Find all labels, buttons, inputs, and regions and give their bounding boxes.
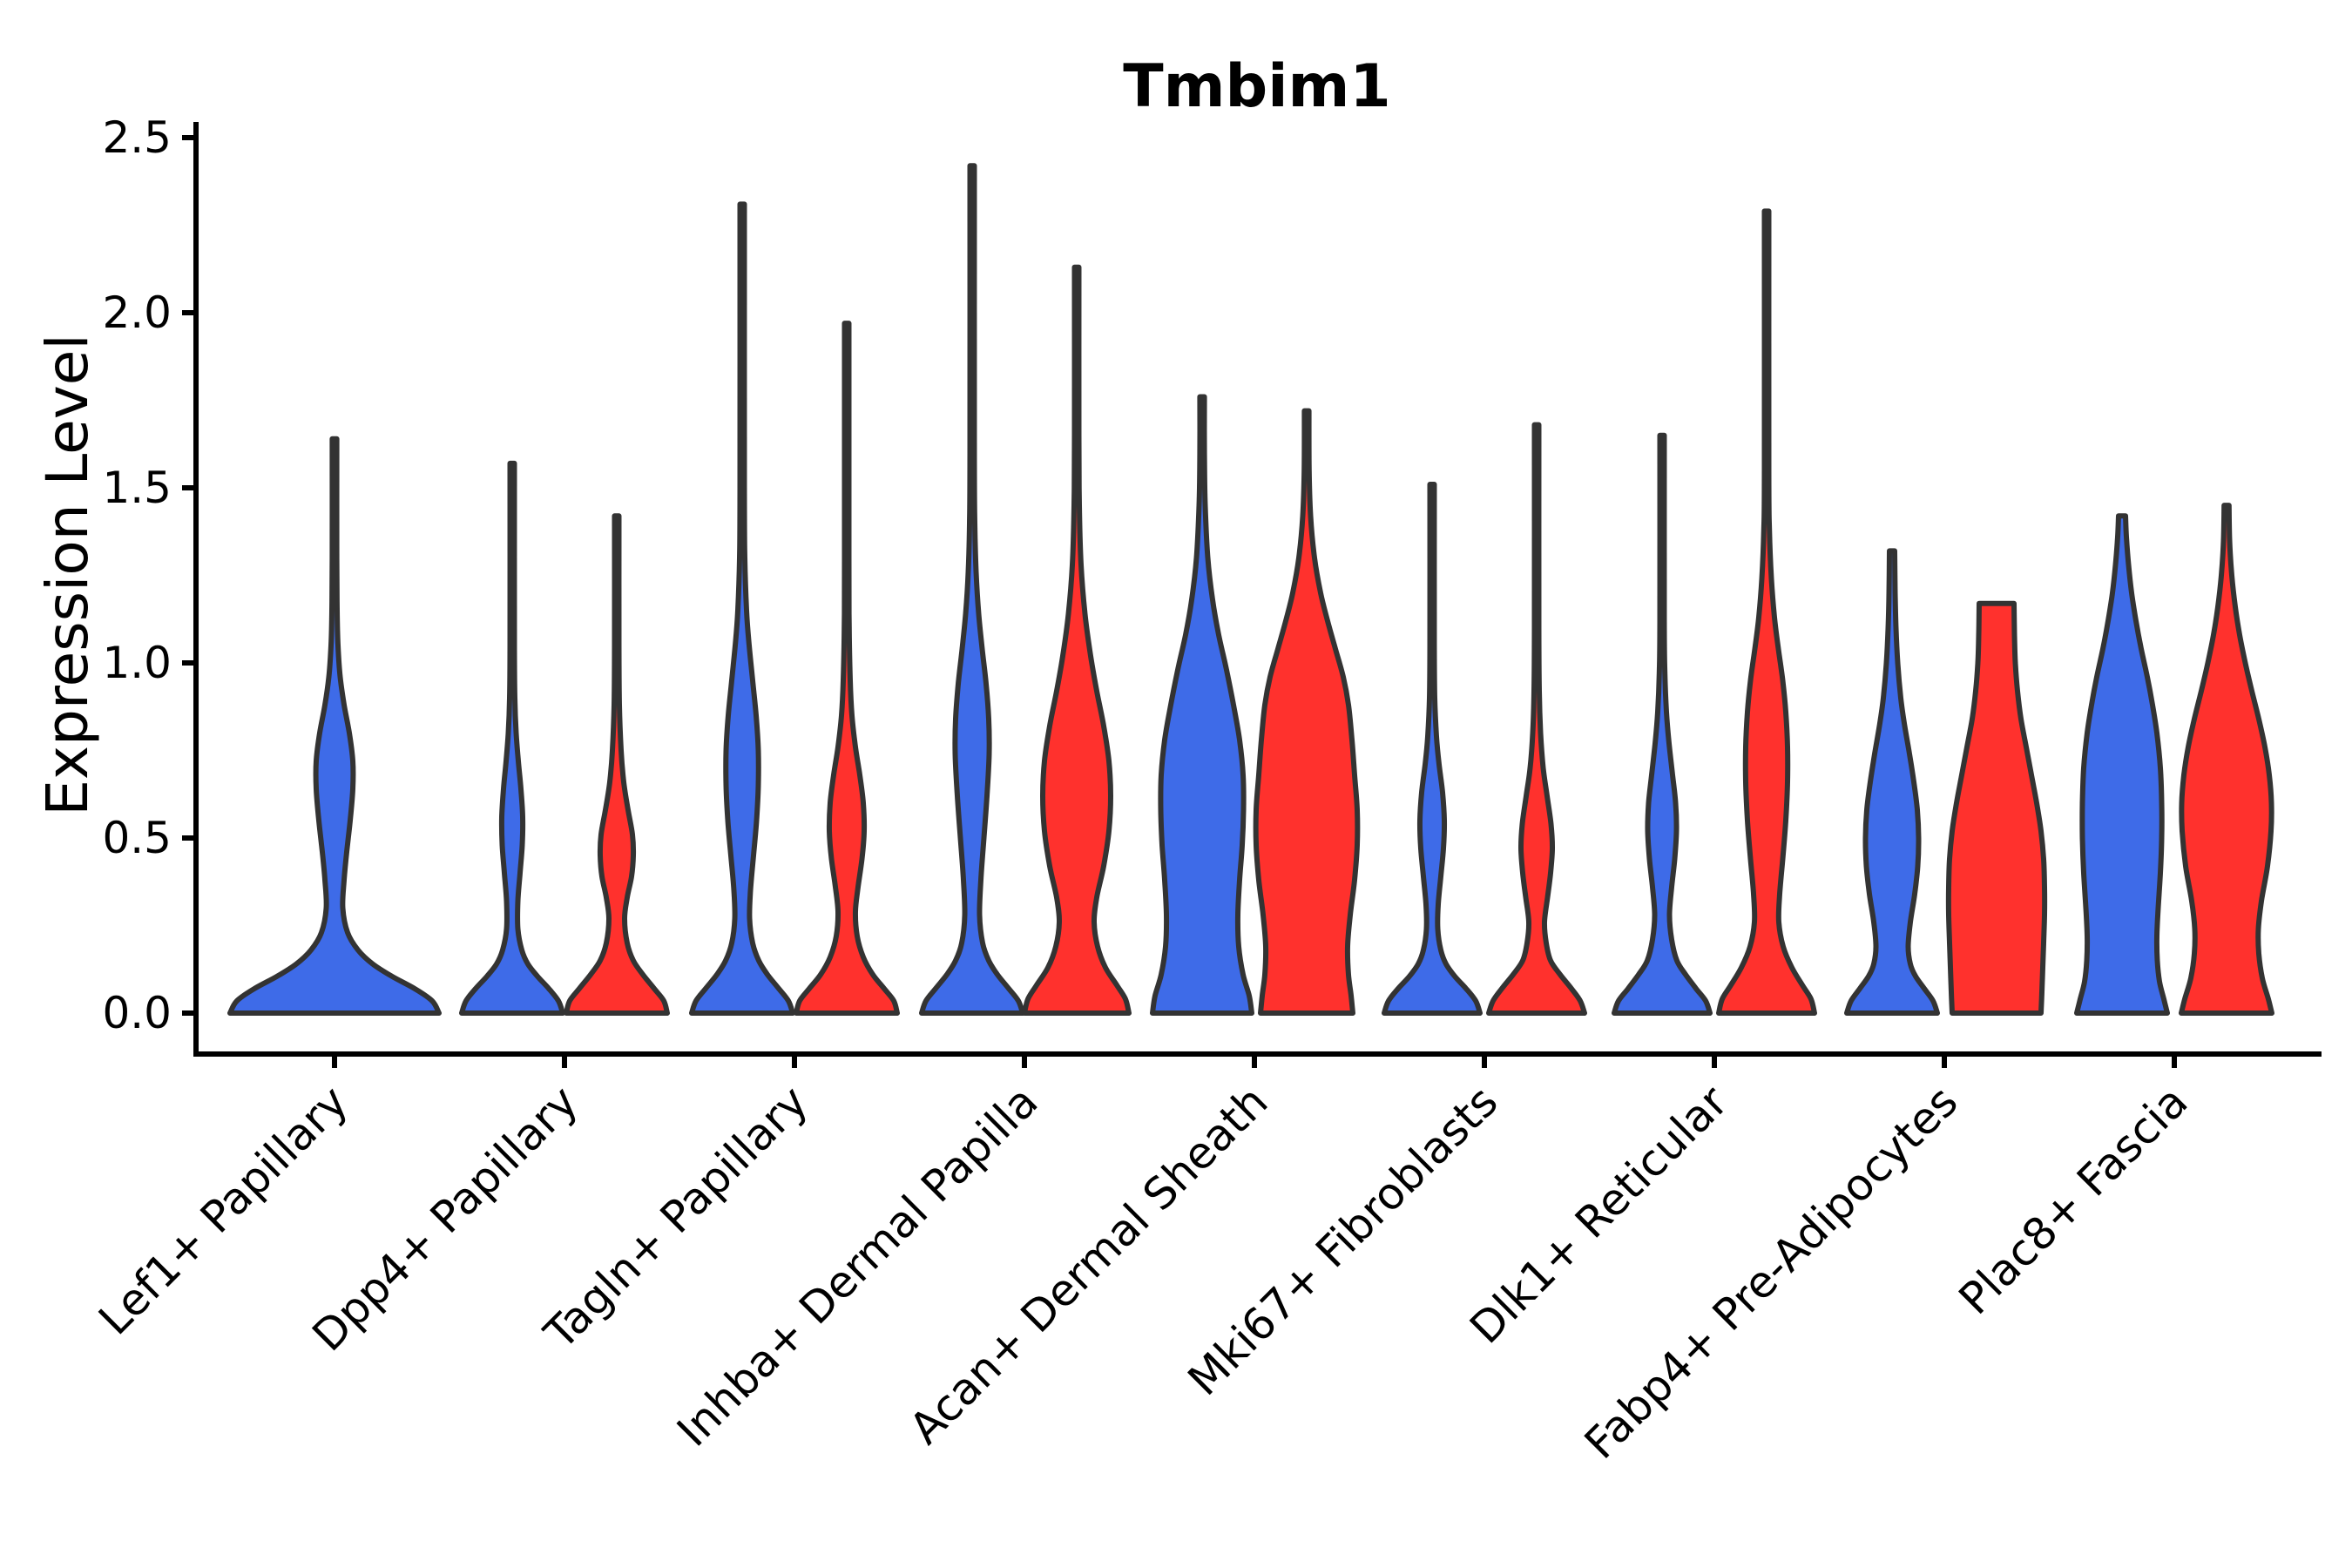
y-tick-label: 1.5 bbox=[102, 463, 172, 513]
axis-spines bbox=[193, 122, 2322, 1057]
violin-blue-3 bbox=[919, 163, 1025, 1016]
violin-red-7 bbox=[1945, 600, 2048, 1016]
violin-red-4 bbox=[1253, 408, 1361, 1016]
violin-blue-8 bbox=[2074, 513, 2170, 1016]
violin-red-8 bbox=[2179, 503, 2274, 1016]
violin-blue-7 bbox=[1844, 548, 1940, 1016]
violin-blue-6 bbox=[1612, 432, 1713, 1016]
y-tick-label: 0.0 bbox=[102, 988, 172, 1038]
violin-red-2 bbox=[794, 321, 900, 1016]
violin-blue-0 bbox=[227, 436, 442, 1016]
violin-red-5 bbox=[1486, 422, 1587, 1016]
violin-blue-2 bbox=[689, 201, 795, 1016]
y-tick-label: 1.0 bbox=[102, 638, 172, 688]
violin-red-3 bbox=[1022, 264, 1132, 1016]
violin-blue-4 bbox=[1150, 394, 1254, 1016]
y-tick-label: 0.5 bbox=[102, 813, 172, 863]
violin-red-1 bbox=[564, 513, 670, 1016]
x-tick-label-7: Fabp4+ Pre-Adipocytes bbox=[1575, 1076, 1968, 1469]
y-tick-label: 2.5 bbox=[102, 112, 172, 163]
violin-blue-5 bbox=[1382, 482, 1483, 1016]
y-tick-label: 2.0 bbox=[102, 287, 172, 338]
violin-red-6 bbox=[1716, 208, 1817, 1016]
x-tick-label-0: Lef1+ Papillary bbox=[89, 1076, 357, 1344]
plot-title: Tmbim1 bbox=[1123, 52, 1390, 121]
y-axis-label: Expression Level bbox=[34, 334, 101, 815]
violins-layer bbox=[227, 163, 2274, 1016]
x-tick-label-8: Plac8+ Fascia bbox=[1950, 1076, 2198, 1324]
violin-blue-1 bbox=[459, 460, 565, 1016]
